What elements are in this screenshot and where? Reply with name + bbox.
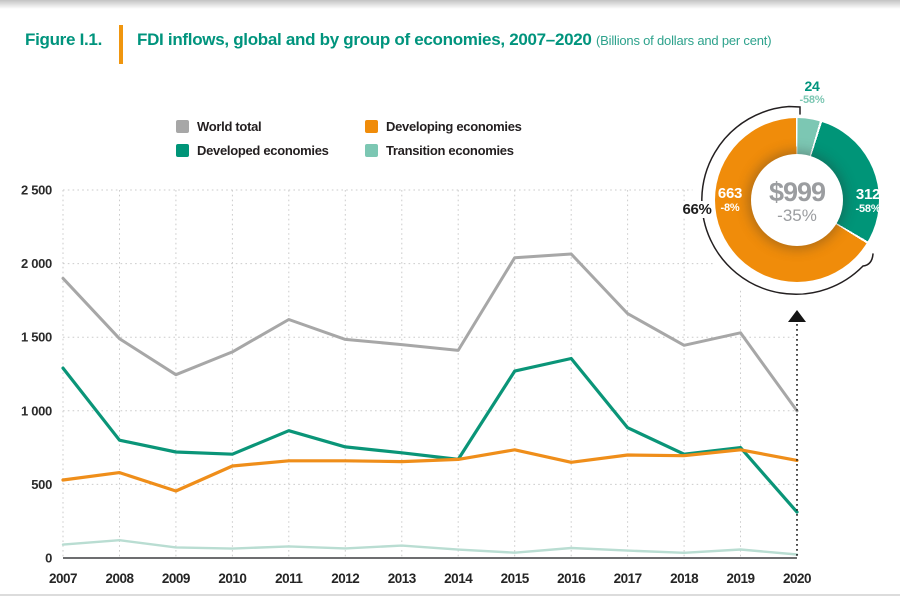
svg-text:2020: 2020 <box>783 571 811 586</box>
donut-center-value: $999 <box>768 177 826 207</box>
svg-text:2019: 2019 <box>726 571 754 586</box>
series-line-developed-economies <box>61 356 799 514</box>
legend-item-developed-economies: Developed economies <box>176 138 365 162</box>
svg-text:2009: 2009 <box>162 571 190 586</box>
page-bottom-edge <box>0 594 900 596</box>
legend-label: Developing economies <box>386 118 522 134</box>
svg-text:2016: 2016 <box>557 571 586 586</box>
figure-subtitle: (Billions of dollars and per cent) <box>596 33 772 48</box>
transition-segment-label: 24 -58% <box>799 78 825 106</box>
svg-text:2014: 2014 <box>444 571 473 586</box>
legend-swatch-icon <box>176 143 189 157</box>
legend-label: Transition economies <box>386 142 514 158</box>
title-accent-bar <box>119 25 123 64</box>
svg-text:2 000: 2 000 <box>21 256 52 271</box>
series-line-developing-economies <box>61 448 799 493</box>
svg-text:2015: 2015 <box>501 571 530 586</box>
developing-segment-label: 663 -8% <box>717 185 743 215</box>
series-line-transition-economies <box>61 539 799 556</box>
legend-label: World total <box>197 118 262 134</box>
page-top-edge <box>0 0 900 9</box>
donut-bracket-arc <box>701 105 874 295</box>
svg-text:2018: 2018 <box>670 571 699 586</box>
svg-text:2008: 2008 <box>105 571 134 586</box>
svg-text:2012: 2012 <box>331 571 359 586</box>
svg-text:2011: 2011 <box>275 571 303 586</box>
chart-legend: World total Developed economies Developing… <box>176 114 554 162</box>
donut-center-change: -35% <box>777 206 817 225</box>
legend-swatch-icon <box>365 143 378 157</box>
figure-title-text: FDI inflows, global and by group of econ… <box>137 30 592 49</box>
legend-item-world-total: World total <box>176 114 365 138</box>
svg-text:2007: 2007 <box>49 571 77 586</box>
donut-center: $999 -35% <box>751 154 843 246</box>
legend-swatch-icon <box>365 119 378 133</box>
series-line-world-total <box>61 252 799 413</box>
figure-title: FDI inflows, global and by group of econ… <box>137 30 877 50</box>
figure-label: Figure I.1. <box>25 30 102 49</box>
svg-text:1 500: 1 500 <box>21 330 52 345</box>
svg-text:2017: 2017 <box>614 571 642 586</box>
pointer-arrow-icon <box>788 310 806 322</box>
legend-swatch-icon <box>176 119 189 133</box>
svg-text:2010: 2010 <box>218 571 246 586</box>
svg-text:0: 0 <box>45 551 52 566</box>
svg-text:500: 500 <box>31 477 52 492</box>
legend-item-developing-economies: Developing economies <box>365 114 554 138</box>
legend-label: Developed economies <box>197 142 329 158</box>
svg-text:1 000: 1 000 <box>21 403 52 418</box>
legend-item-transition-economies: Transition economies <box>365 138 554 162</box>
svg-text:2 500: 2 500 <box>21 183 52 198</box>
svg-text:2013: 2013 <box>388 571 417 586</box>
donut-chart: $999 -35% 24 -58% 663 -8% 312 -58% 66% <box>657 58 900 320</box>
developing-share-label: 66% <box>679 201 715 218</box>
developed-segment-label: 312 -58% <box>855 186 881 216</box>
